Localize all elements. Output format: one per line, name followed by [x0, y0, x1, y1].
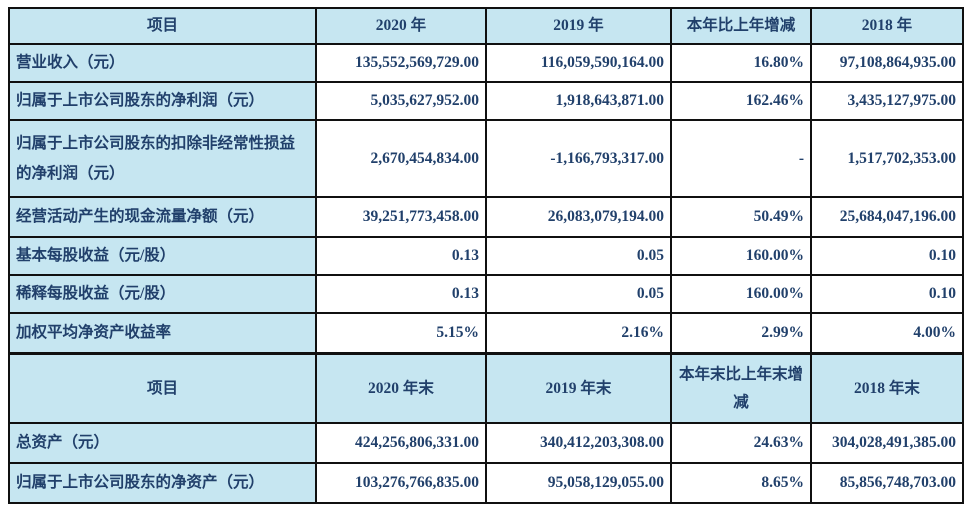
row-label: 总资产（元） [8, 422, 317, 464]
table-row-net-profit-excl-nonrecurring: 归属于上市公司股东的扣除非经常性损益的净利润（元） 2,670,454,834.… [8, 119, 964, 198]
header-item: 项目 [8, 7, 317, 45]
yearend-header-row: 项目 2020 年末 2019 年末 本年末比上年末增减 2018 年末 [8, 353, 964, 424]
header-year-2019: 2019 年 [485, 7, 672, 45]
value-change: 2.99% [670, 312, 812, 354]
value-2018: 4.00% [810, 312, 964, 354]
table-row-total-assets: 总资产（元） 424,256,806,331.00 340,412,203,30… [8, 422, 964, 464]
value-end-2019: 95,058,129,055.00 [485, 462, 672, 504]
value-end-2018: 304,028,491,385.00 [810, 422, 964, 464]
value-change: - [670, 119, 812, 198]
header-yearend-change: 本年末比上年末增减 [670, 353, 812, 424]
value-2020: 135,552,569,729.00 [315, 43, 487, 83]
value-2019: 2.16% [485, 312, 672, 354]
header-year-2018: 2018 年 [810, 7, 964, 45]
header-end-2018: 2018 年末 [810, 353, 964, 424]
row-label: 归属于上市公司股东的扣除非经常性损益的净利润（元） [8, 119, 317, 198]
table-row-basic-eps: 基本每股收益（元/股） 0.13 0.05 160.00% 0.10 [8, 236, 964, 276]
value-change: 160.00% [670, 274, 812, 314]
value-2018: 0.10 [810, 274, 964, 314]
value-change: 24.63% [670, 422, 812, 464]
table-row-operating-cash-flow: 经营活动产生的现金流量净额（元） 39,251,773,458.00 26,08… [8, 196, 964, 238]
value-2020: 0.13 [315, 274, 487, 314]
value-change: 50.49% [670, 196, 812, 238]
value-change: 160.00% [670, 236, 812, 276]
header-end-2019: 2019 年末 [485, 353, 672, 424]
row-label: 基本每股收益（元/股） [8, 236, 317, 276]
header-year-2020: 2020 年 [315, 7, 487, 45]
value-end-2020: 424,256,806,331.00 [315, 422, 487, 464]
value-2020: 5.15% [315, 312, 487, 354]
row-label: 归属于上市公司股东的净资产（元） [8, 462, 317, 504]
value-end-2019: 340,412,203,308.00 [485, 422, 672, 464]
value-2018: 25,684,047,196.00 [810, 196, 964, 238]
annual-header-row: 项目 2020 年 2019 年 本年比上年增减 2018 年 [8, 7, 964, 45]
value-2018: 1,517,702,353.00 [810, 119, 964, 198]
table-row-weighted-avg-roe: 加权平均净资产收益率 5.15% 2.16% 2.99% 4.00% [8, 312, 964, 354]
value-2018: 97,108,864,935.00 [810, 43, 964, 83]
value-end-2020: 103,276,766,835.00 [315, 462, 487, 504]
value-end-2018: 85,856,748,703.00 [810, 462, 964, 504]
table-row-net-profit: 归属于上市公司股东的净利润（元） 5,035,627,952.00 1,918,… [8, 81, 964, 121]
row-label: 营业收入（元） [8, 43, 317, 83]
row-label: 稀释每股收益（元/股） [8, 274, 317, 314]
row-label: 归属于上市公司股东的净利润（元） [8, 81, 317, 121]
value-2019: 0.05 [485, 274, 672, 314]
value-change: 8.65% [670, 462, 812, 504]
value-2019: 116,059,590,164.00 [485, 43, 672, 83]
value-2020: 2,670,454,834.00 [315, 119, 487, 198]
value-2018: 3,435,127,975.00 [810, 81, 964, 121]
header-yoy-change: 本年比上年增减 [670, 7, 812, 45]
value-2018: 0.10 [810, 236, 964, 276]
value-change: 16.80% [670, 43, 812, 83]
header-item: 项目 [8, 353, 317, 424]
value-2019: 0.05 [485, 236, 672, 276]
row-label: 加权平均净资产收益率 [8, 312, 317, 354]
value-2020: 39,251,773,458.00 [315, 196, 487, 238]
key-financials-annual-table: 项目 2020 年 2019 年 本年比上年增减 2018 年 营业收入（元） … [8, 7, 964, 354]
report-page: 项目 2020 年 2019 年 本年比上年增减 2018 年 营业收入（元） … [8, 7, 964, 504]
table-row-diluted-eps: 稀释每股收益（元/股） 0.13 0.05 160.00% 0.10 [8, 274, 964, 314]
value-2020: 5,035,627,952.00 [315, 81, 487, 121]
header-end-2020: 2020 年末 [315, 353, 487, 424]
value-2019: -1,166,793,317.00 [485, 119, 672, 198]
table-row-operating-revenue: 营业收入（元） 135,552,569,729.00 116,059,590,1… [8, 43, 964, 83]
key-financials-yearend-table: 项目 2020 年末 2019 年末 本年末比上年末增减 2018 年末 总资产… [8, 353, 964, 504]
value-2019: 1,918,643,871.00 [485, 81, 672, 121]
table-row-net-assets: 归属于上市公司股东的净资产（元） 103,276,766,835.00 95,0… [8, 462, 964, 504]
row-label: 经营活动产生的现金流量净额（元） [8, 196, 317, 238]
value-change: 162.46% [670, 81, 812, 121]
value-2020: 0.13 [315, 236, 487, 276]
value-2019: 26,083,079,194.00 [485, 196, 672, 238]
